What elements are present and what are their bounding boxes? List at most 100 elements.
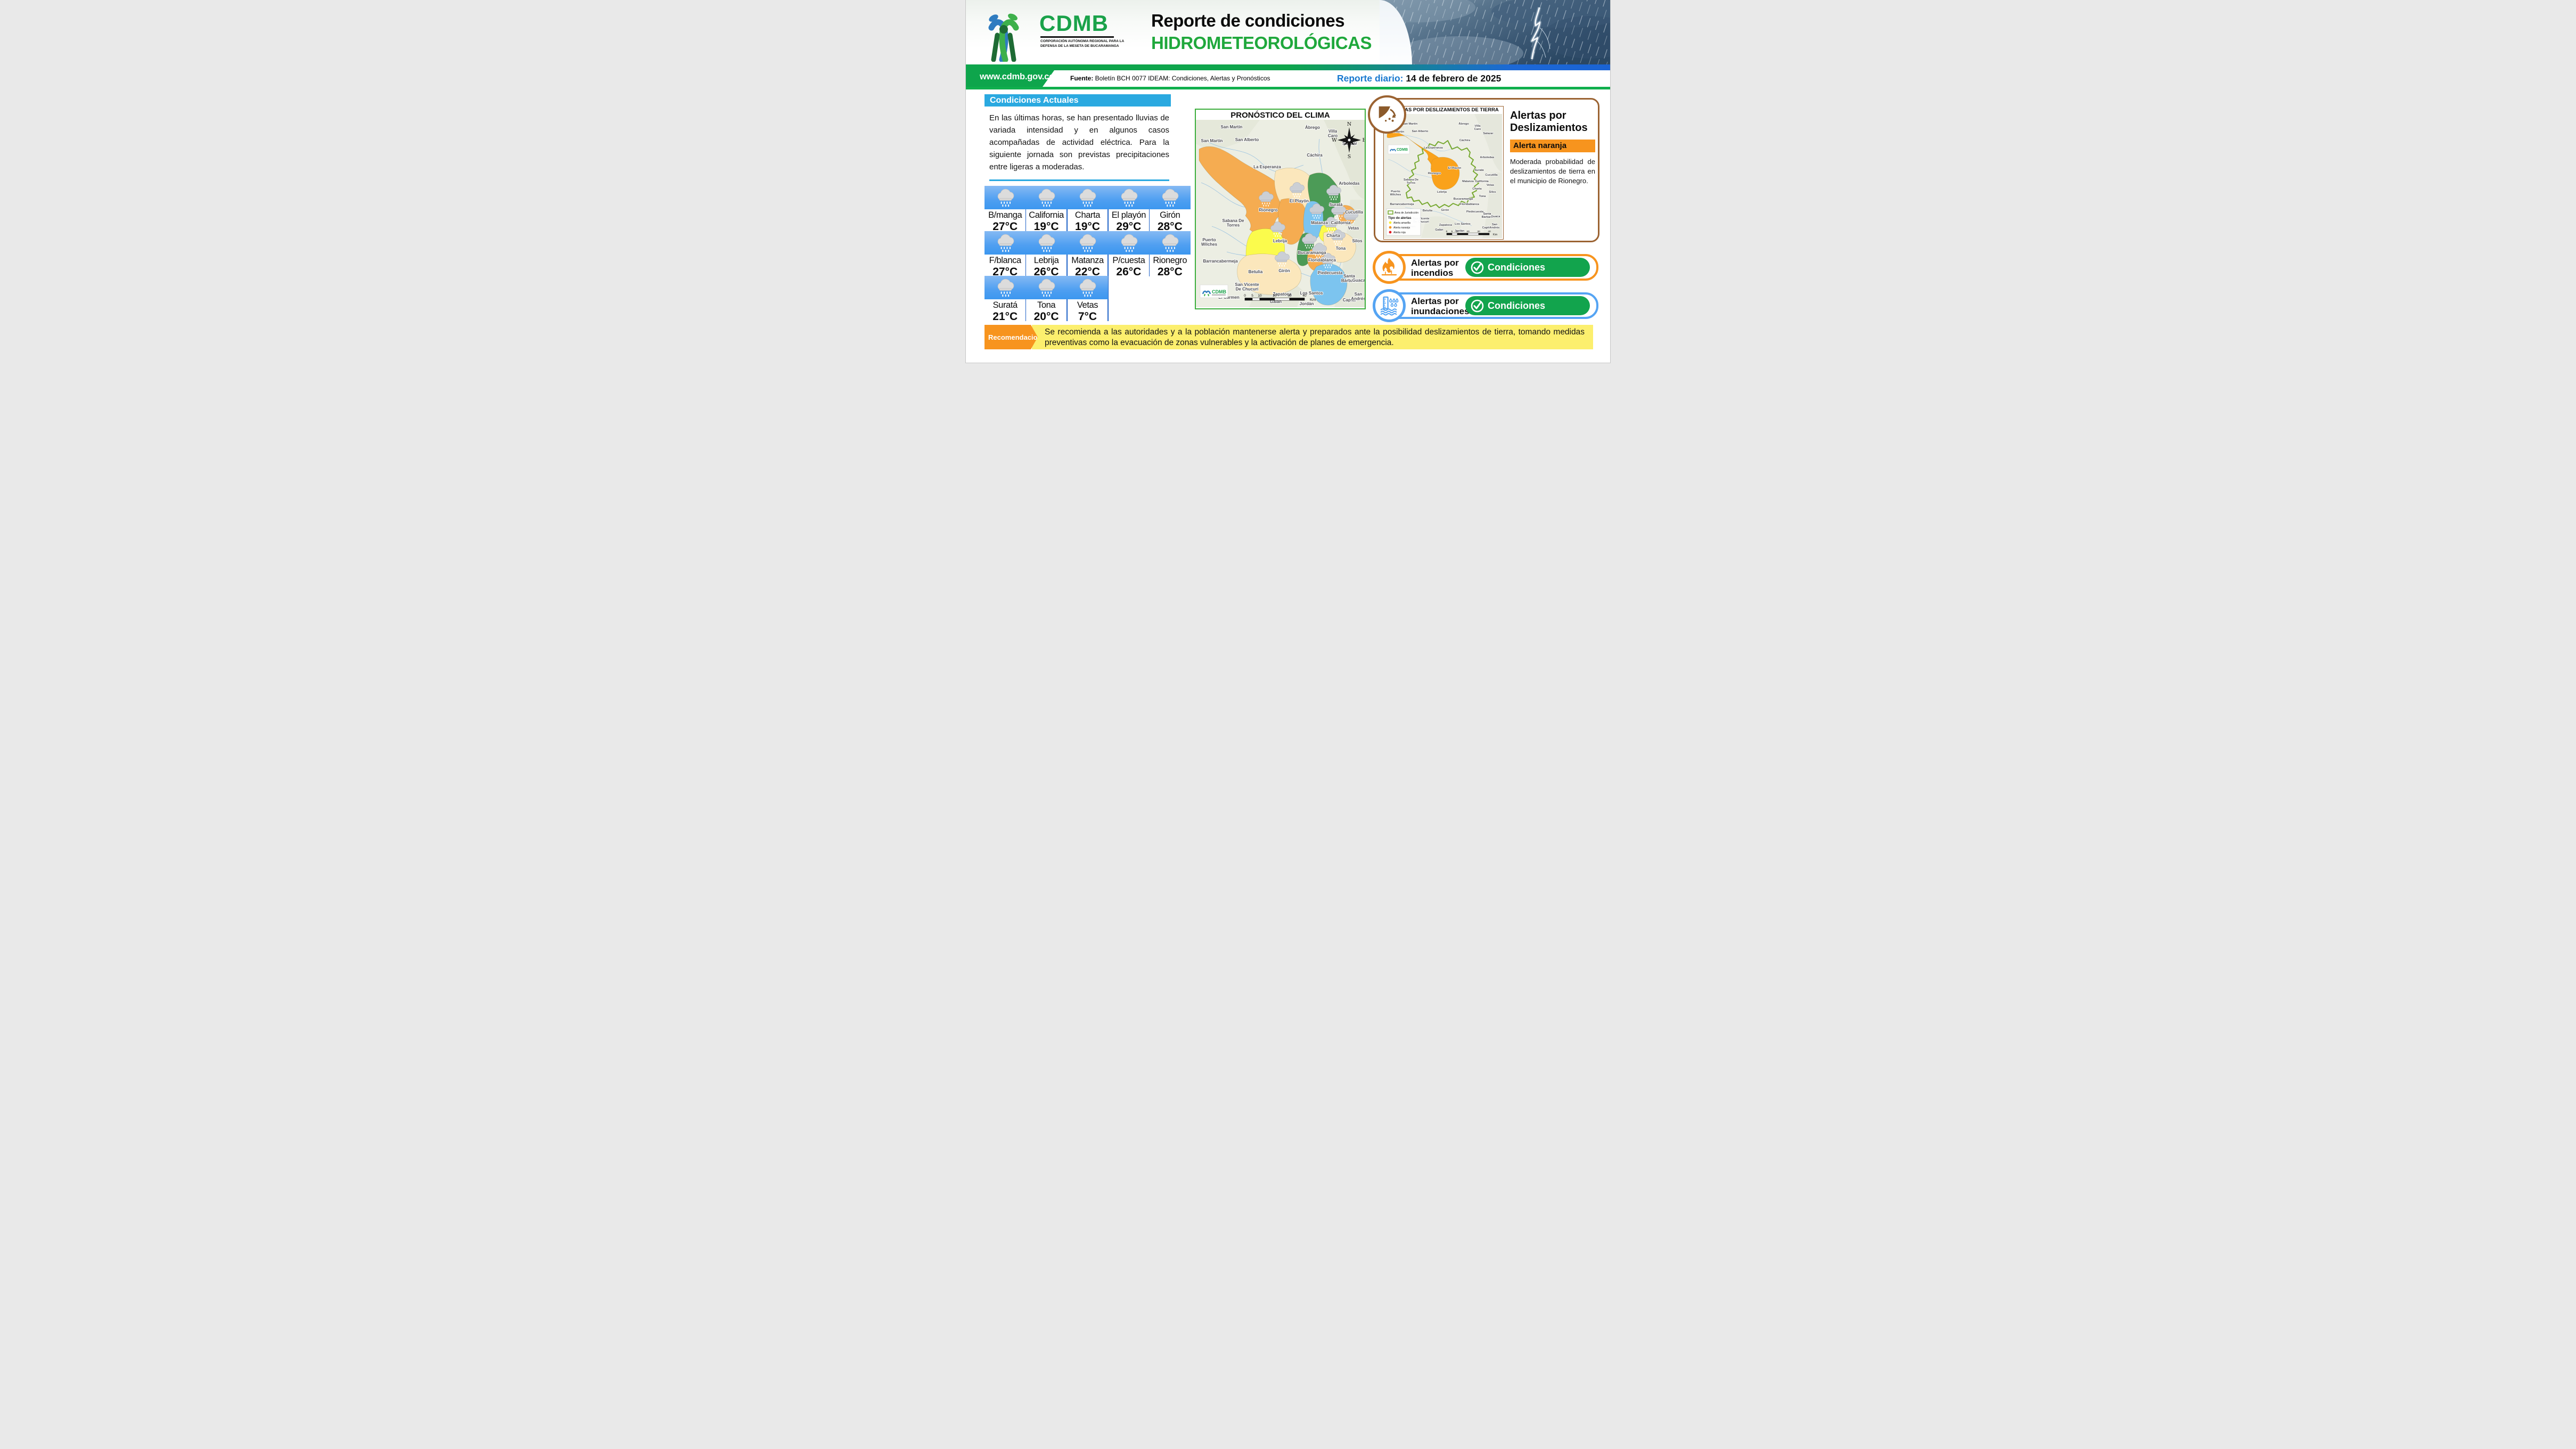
- map-label: Rionegro: [1428, 172, 1441, 175]
- map-label: Cucutilla: [1485, 174, 1498, 177]
- map-label: Girón: [1278, 268, 1290, 273]
- city-temperature: 27°C: [992, 265, 1018, 278]
- map-label: Lebrija: [1437, 191, 1447, 194]
- map-label: Matanza: [1462, 180, 1474, 183]
- map-label: Ábrego: [1305, 125, 1320, 130]
- map-label: Cáchira: [1459, 139, 1471, 142]
- rain-cloud-icon: [1038, 234, 1055, 252]
- map-label: Santa Bárbara: [1482, 212, 1494, 219]
- svg-text:10: 10: [1258, 294, 1262, 298]
- city-temperature: 19°C: [1033, 220, 1059, 233]
- website-link[interactable]: www.cdmb.gov.co: [980, 72, 1055, 81]
- map-label: La Esperanza: [1424, 146, 1443, 150]
- map-legend: Área de Jurisdicción Tipo de alertas Ale…: [1386, 208, 1421, 236]
- legend-jurisdiction: Área de Jurisdicción: [1394, 211, 1418, 215]
- map-label: Lebrija: [1273, 239, 1287, 243]
- rain-cloud-icon: [1080, 234, 1096, 252]
- map-label: Betulia: [1249, 269, 1263, 274]
- city-temperature: 28°C: [1157, 220, 1183, 233]
- map-label: Sabana De Torres: [1223, 218, 1244, 228]
- map-label: Tona: [1479, 195, 1487, 198]
- weather-cell: Vetas 7°C: [1067, 276, 1109, 323]
- map-cdmb-logo: CDMB: [1388, 144, 1410, 154]
- scale-bar: 0 5 10 20 30 40 Km: [1446, 230, 1498, 236]
- svg-text:20: 20: [1273, 294, 1277, 298]
- alert-level-badge: Alerta naranja: [1510, 140, 1595, 152]
- city-name: P/cuesta: [1112, 255, 1145, 265]
- map-label: San Andrés: [1351, 292, 1365, 301]
- map-label: Puerto Wilches: [1201, 238, 1218, 247]
- rain-cloud-icon: [1149, 186, 1191, 209]
- svg-text:30: 30: [1477, 230, 1480, 233]
- map-label: Zapatoca: [1439, 224, 1453, 227]
- flood-icon: [1380, 296, 1399, 316]
- check-circle-icon: [1471, 299, 1484, 313]
- flood-status-pill: Condiciones Normales: [1465, 296, 1590, 330]
- rain-cloud-icon: [1067, 186, 1109, 209]
- city-temperature: 26°C: [1116, 265, 1142, 278]
- compass-n: N: [1347, 121, 1351, 127]
- svg-text:0: 0: [1446, 230, 1448, 233]
- weather-cell: Suratá 21°C: [985, 276, 1026, 323]
- map-label: El Playón: [1448, 167, 1462, 170]
- svg-text:5: 5: [1451, 230, 1453, 233]
- cdmb-logo: CDMB CORPORACIÓN AUTÓNOMA REGIONAL PARA …: [984, 11, 1144, 64]
- map-label: Jordán: [1455, 230, 1465, 233]
- map-label: Charta: [1472, 187, 1482, 191]
- forecast-map: San Martín Ábrego Villa Caro San Martín San A…: [1196, 120, 1365, 307]
- weather-cell: Girón 28°C: [1149, 186, 1191, 233]
- storm-photo: [1380, 0, 1610, 64]
- city-name: Suratá: [992, 300, 1018, 310]
- weather-cell: El playón 29°C: [1108, 186, 1150, 233]
- rain-cloud-icon: [1067, 231, 1109, 255]
- city-name: Rionegro: [1153, 255, 1187, 265]
- map-label: Vetas: [1487, 184, 1494, 187]
- city-name: Vetas: [1077, 300, 1098, 310]
- scale-unit: Km: [1310, 297, 1316, 302]
- city-temperature: 26°C: [1033, 265, 1059, 278]
- map-label: San Martín: [1402, 122, 1418, 126]
- map-label: San Alberto: [1235, 137, 1259, 142]
- map-label: Bucaramanga: [1454, 198, 1473, 201]
- map-cdmb-logo: CDMB: [1200, 284, 1228, 298]
- city-name: F/blanca: [989, 255, 1021, 265]
- map-label: Villa Caro: [1474, 125, 1481, 131]
- forecast-map-title: PRONÓSTICO DEL CLIMA: [1230, 111, 1330, 120]
- rain-cloud-icon: [997, 234, 1014, 252]
- scale-unit: Km: [1493, 233, 1498, 236]
- city-temperature: 28°C: [1157, 265, 1183, 278]
- wildfire-icon: [1381, 257, 1397, 276]
- svg-text:CDMB: CDMB: [1397, 148, 1408, 152]
- rain-cloud-icon: [1038, 279, 1055, 297]
- map-label: Guaca: [1352, 278, 1365, 283]
- svg-text:20: 20: [1466, 230, 1470, 233]
- city-name: Matanza: [1071, 255, 1104, 265]
- fire-label-line1: Alertas por: [1411, 258, 1459, 268]
- legend-item-roja: Alerta roja: [1393, 231, 1406, 234]
- city-temperature: 22°C: [1075, 265, 1100, 278]
- weather-cell: P/cuesta 26°C: [1108, 231, 1150, 279]
- map-label: Rionegro: [1259, 208, 1277, 212]
- jurisdiction-boundary: [1406, 140, 1479, 208]
- map-label: Capitá: [1482, 226, 1492, 230]
- map-label: Charta: [1326, 233, 1340, 238]
- city-temperature: 20°C: [1033, 310, 1059, 323]
- report-date-value: 14 de febrero de 2025: [1406, 73, 1502, 84]
- rain-cloud-icon: [1080, 189, 1096, 207]
- map-label: Matanza: [1311, 220, 1328, 225]
- city-name: Lebrija: [1033, 255, 1059, 265]
- landslide-icon: [1379, 106, 1396, 122]
- map-label: Barrancabermeja: [1390, 203, 1415, 206]
- current-conditions-text: En las últimas horas, se han presentado …: [989, 113, 1169, 172]
- weather-cell: Matanza 22°C: [1067, 231, 1109, 279]
- rain-cloud-icon: [997, 279, 1014, 297]
- logo-org-line2: DEFENSA DE LA MESETA DE BUCARAMANGA: [1040, 44, 1119, 48]
- rain-cloud-icon: [1121, 234, 1138, 252]
- rain-cloud-icon: [985, 231, 1026, 255]
- logo-divider: [1040, 36, 1114, 38]
- rain-cloud-icon: [1026, 231, 1067, 255]
- map-label: Los Santos: [1455, 223, 1471, 226]
- svg-text:30: 30: [1287, 294, 1292, 298]
- weather-cell: Tona 20°C: [1026, 276, 1067, 323]
